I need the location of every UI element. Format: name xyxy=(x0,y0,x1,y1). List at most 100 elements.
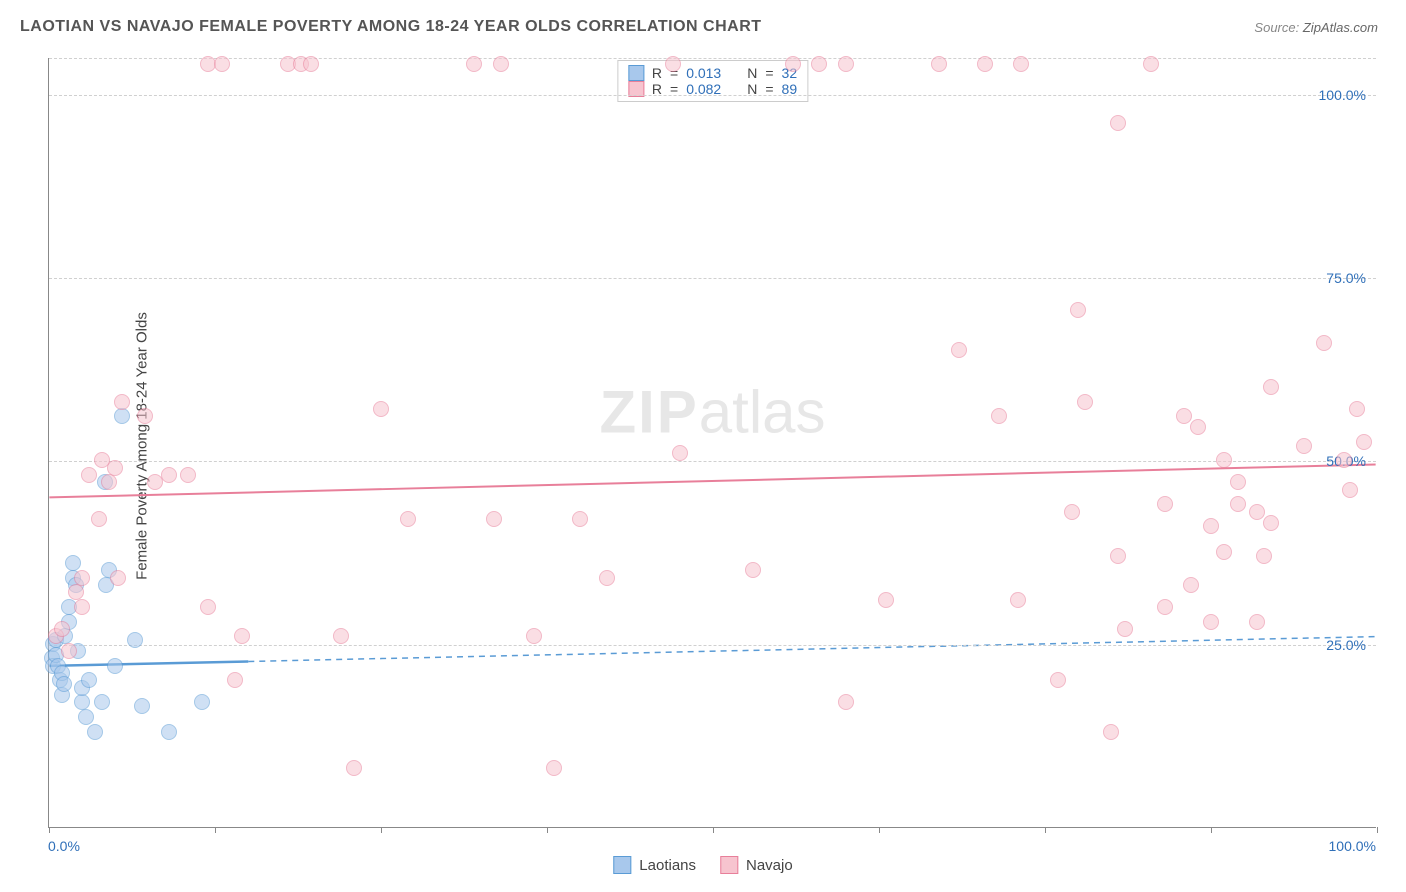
data-point xyxy=(200,599,216,615)
x-tick xyxy=(547,827,548,833)
gridline xyxy=(49,95,1376,96)
chart-source: Source: ZipAtlas.com xyxy=(1254,20,1378,35)
data-point xyxy=(1216,544,1232,560)
data-point xyxy=(78,709,94,725)
x-tick xyxy=(879,827,880,833)
data-point xyxy=(107,658,123,674)
data-point xyxy=(91,511,107,527)
data-point xyxy=(1230,496,1246,512)
data-point xyxy=(1110,548,1126,564)
data-point xyxy=(599,570,615,586)
data-point xyxy=(878,592,894,608)
legend-swatch xyxy=(613,856,631,874)
data-point xyxy=(1249,614,1265,630)
data-point xyxy=(1190,419,1206,435)
data-point xyxy=(526,628,542,644)
data-point xyxy=(931,56,947,72)
data-point xyxy=(1064,504,1080,520)
data-point xyxy=(110,570,126,586)
data-point xyxy=(1263,379,1279,395)
watermark-zip: ZIP xyxy=(599,378,698,445)
legend-swatch xyxy=(628,65,644,81)
data-point xyxy=(991,408,1007,424)
x-tick-label: 0.0% xyxy=(48,838,80,854)
data-point xyxy=(127,632,143,648)
y-tick-label: 100.0% xyxy=(1319,87,1366,103)
source-value: ZipAtlas.com xyxy=(1303,20,1378,35)
data-point xyxy=(101,474,117,490)
trend-lines xyxy=(49,58,1376,827)
plot-area: ZIPatlas R=0.013N=32R=0.082N=89 25.0%50.… xyxy=(48,58,1376,828)
data-point xyxy=(546,760,562,776)
data-point xyxy=(87,724,103,740)
data-point xyxy=(1263,515,1279,531)
data-point xyxy=(1342,482,1358,498)
data-point xyxy=(107,460,123,476)
data-point xyxy=(161,724,177,740)
data-point xyxy=(74,694,90,710)
data-point xyxy=(1316,335,1332,351)
data-point xyxy=(134,698,150,714)
r-value: 0.013 xyxy=(686,65,721,81)
data-point xyxy=(838,694,854,710)
data-point xyxy=(951,342,967,358)
chart-title: LAOTIAN VS NAVAJO FEMALE POVERTY AMONG 1… xyxy=(20,18,762,36)
data-point xyxy=(1013,56,1029,72)
data-point xyxy=(81,672,97,688)
gridline xyxy=(49,645,1376,646)
watermark-atlas: atlas xyxy=(699,378,826,445)
x-tick xyxy=(1045,827,1046,833)
data-point xyxy=(1117,621,1133,637)
legend-stats-row: R=0.013N=32 xyxy=(628,65,797,81)
data-point xyxy=(1077,394,1093,410)
x-tick xyxy=(381,827,382,833)
data-point xyxy=(400,511,416,527)
data-point xyxy=(54,621,70,637)
data-point xyxy=(1249,504,1265,520)
data-point xyxy=(785,56,801,72)
data-point xyxy=(56,676,72,692)
data-point xyxy=(1203,518,1219,534)
data-point xyxy=(234,628,250,644)
gridline xyxy=(49,278,1376,279)
data-point xyxy=(665,56,681,72)
data-point xyxy=(1050,672,1066,688)
data-point xyxy=(1183,577,1199,593)
data-point xyxy=(161,467,177,483)
data-point xyxy=(303,56,319,72)
data-point xyxy=(1157,599,1173,615)
data-point xyxy=(180,467,196,483)
x-tick xyxy=(215,827,216,833)
data-point xyxy=(1143,56,1159,72)
data-point xyxy=(493,56,509,72)
data-point xyxy=(1103,724,1119,740)
x-tick xyxy=(1211,827,1212,833)
data-point xyxy=(977,56,993,72)
r-label: R xyxy=(652,65,662,81)
data-point xyxy=(838,56,854,72)
chart-container: LAOTIAN VS NAVAJO FEMALE POVERTY AMONG 1… xyxy=(0,0,1406,892)
x-tick-label: 100.0% xyxy=(1329,838,1376,854)
data-point xyxy=(214,56,230,72)
data-point xyxy=(137,408,153,424)
data-point xyxy=(1157,496,1173,512)
data-point xyxy=(114,408,130,424)
x-tick xyxy=(49,827,50,833)
data-point xyxy=(1230,474,1246,490)
data-point xyxy=(1010,592,1026,608)
data-point xyxy=(1070,302,1086,318)
data-point xyxy=(1356,434,1372,450)
data-point xyxy=(1296,438,1312,454)
data-point xyxy=(68,584,84,600)
data-point xyxy=(61,643,77,659)
data-point xyxy=(373,401,389,417)
x-tick xyxy=(713,827,714,833)
data-point xyxy=(1176,408,1192,424)
data-point xyxy=(486,511,502,527)
data-point xyxy=(81,467,97,483)
data-point xyxy=(74,599,90,615)
data-point xyxy=(114,394,130,410)
legend-stats: R=0.013N=32R=0.082N=89 xyxy=(617,60,808,102)
data-point xyxy=(466,56,482,72)
source-label: Source: xyxy=(1254,20,1299,35)
